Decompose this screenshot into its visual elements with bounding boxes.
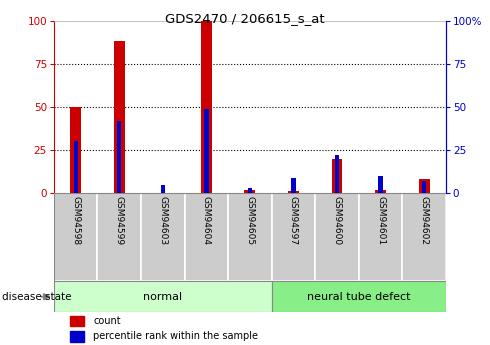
Bar (418, 179, 430, 193)
Text: GSM94603: GSM94603 (158, 196, 167, 245)
Bar (271, 193, 315, 281)
Bar (271, 281, 446, 312)
Text: GSM94599: GSM94599 (115, 196, 124, 245)
Bar (70, 331, 84, 342)
Bar (98, 193, 141, 281)
Bar (54, 281, 271, 312)
Bar (201, 21, 212, 193)
Text: GSM94598: GSM94598 (71, 196, 80, 245)
Text: neural tube defect: neural tube defect (307, 292, 411, 302)
Text: normal: normal (143, 292, 182, 302)
Bar (245, 190, 255, 193)
Bar (228, 193, 271, 281)
Bar (204, 109, 209, 193)
Bar (161, 185, 165, 193)
Text: GSM94605: GSM94605 (245, 196, 254, 245)
Text: GSM94604: GSM94604 (202, 196, 211, 245)
Bar (359, 193, 402, 281)
Text: disease state: disease state (2, 292, 72, 302)
Bar (114, 41, 124, 193)
Text: count: count (94, 316, 121, 326)
Bar (335, 155, 339, 193)
Bar (141, 193, 185, 281)
Bar (185, 193, 228, 281)
Bar (70, 107, 81, 193)
Bar (291, 178, 295, 193)
Bar (422, 181, 426, 193)
Bar (315, 193, 359, 281)
Bar (74, 141, 78, 193)
Bar (375, 190, 386, 193)
Bar (54, 193, 98, 281)
Text: GDS2470 / 206615_s_at: GDS2470 / 206615_s_at (165, 12, 325, 25)
Text: percentile rank within the sample: percentile rank within the sample (94, 332, 259, 342)
Bar (70, 315, 84, 326)
Bar (248, 188, 252, 193)
Bar (288, 191, 299, 193)
Text: GSM94597: GSM94597 (289, 196, 298, 245)
Bar (117, 121, 122, 193)
Text: GSM94601: GSM94601 (376, 196, 385, 245)
Bar (332, 159, 343, 193)
Text: GSM94600: GSM94600 (333, 196, 342, 245)
Text: GSM94602: GSM94602 (419, 196, 429, 245)
Bar (378, 176, 383, 193)
Bar (402, 193, 446, 281)
